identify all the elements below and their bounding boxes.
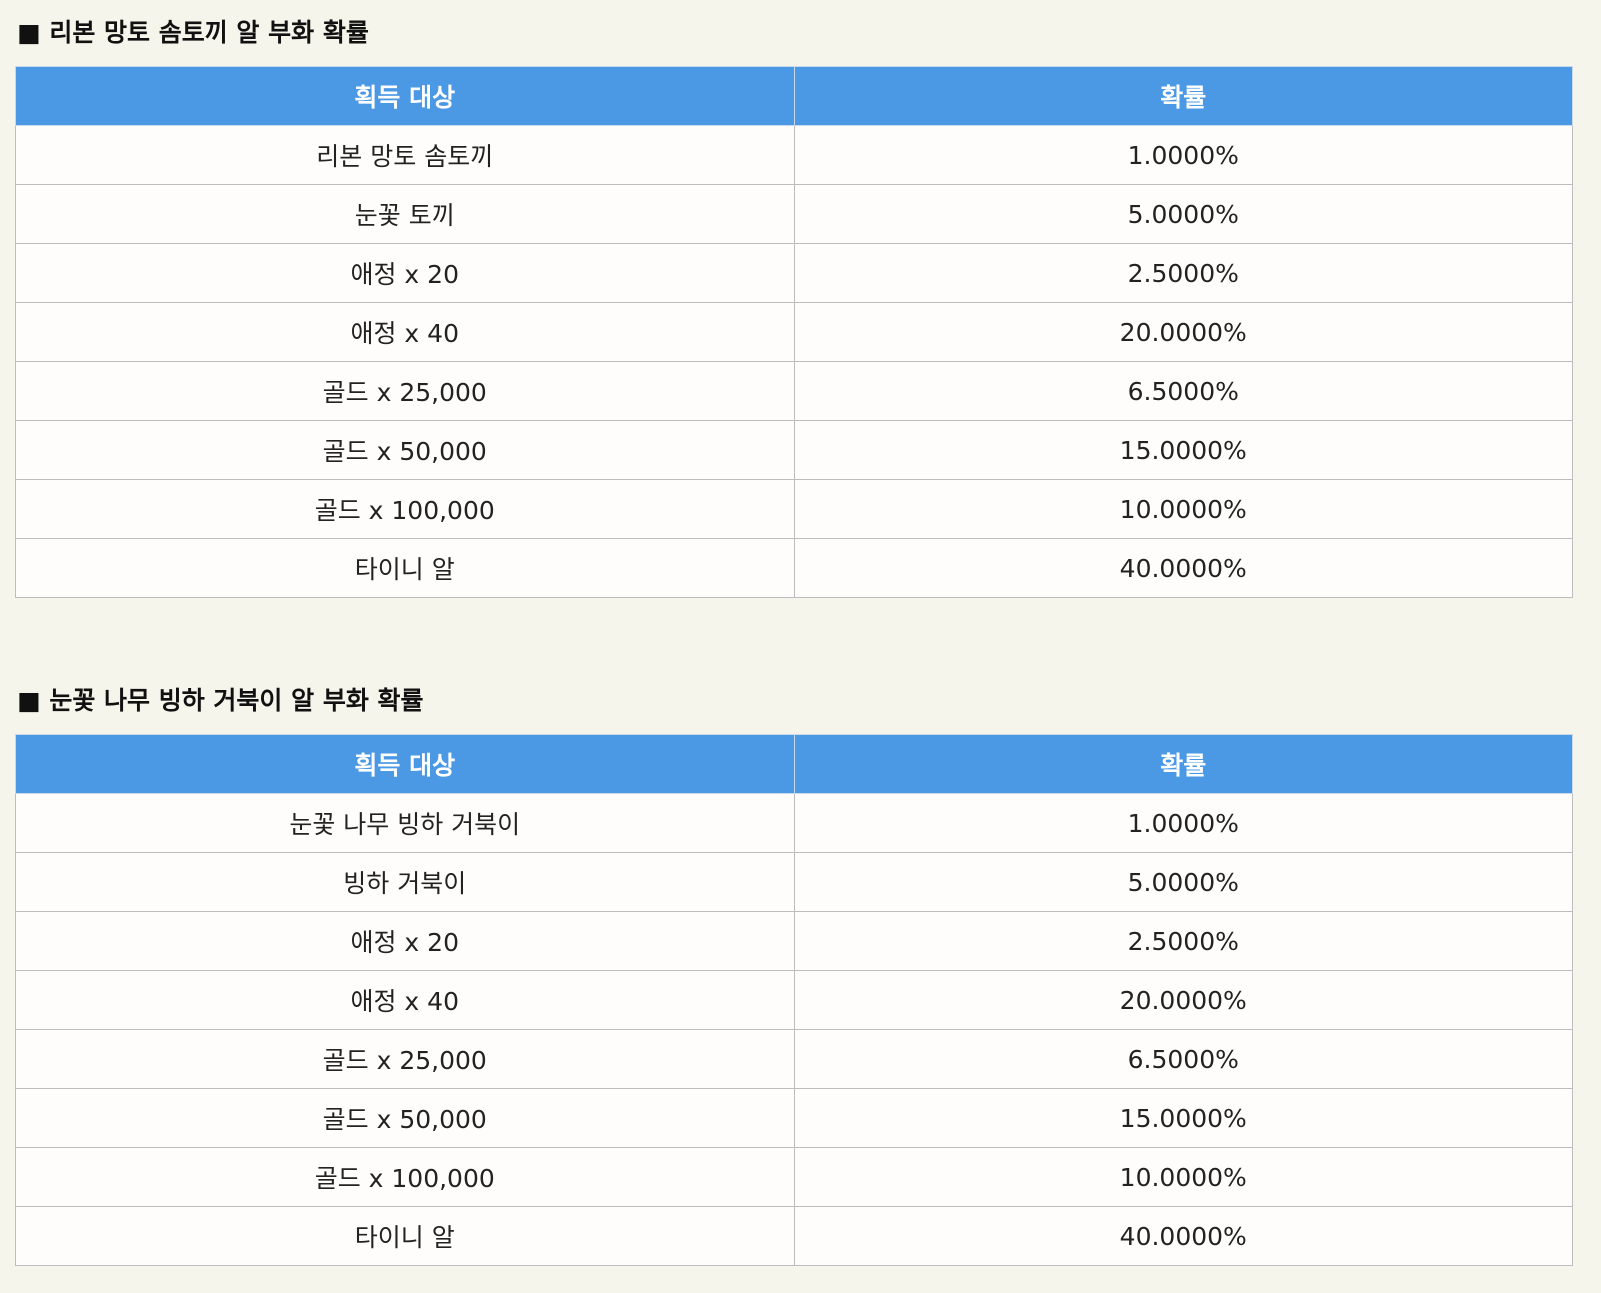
table-cell: 골드 x 100,000 (15, 1147, 795, 1207)
table-cell: 골드 x 25,000 (15, 1029, 795, 1089)
table-row: 리본 망토 솜토끼 1.0000% (15, 125, 1573, 185)
table-cell: 1.0000% (793, 793, 1573, 853)
table-cell: 15.0000% (793, 1088, 1573, 1148)
table-cell: 애정 x 20 (15, 911, 795, 971)
table-cell: 6.5000% (793, 361, 1573, 421)
table-cell: 40.0000% (793, 538, 1573, 598)
probability-table: 획득 대상 확률 눈꽃 나무 빙하 거북이 1.0000% 빙하 거북이 5.0000% 애… (15, 734, 1573, 1266)
table-row: 골드 x 50,000 15.0000% (15, 1088, 1573, 1148)
table-row: 눈꽃 토끼 5.0000% (15, 184, 1573, 244)
section-title: ■ 눈꽃 나무 빙하 거북이 알 부화 확률 (17, 686, 424, 715)
table-row: 애정 x 20 2.5000% (15, 911, 1573, 971)
table-cell: 2.5000% (793, 243, 1573, 303)
table-cell: 리본 망토 솜토끼 (15, 125, 795, 185)
table-row: 타이니 알 40.0000% (15, 538, 1573, 598)
table-cell: 골드 x 50,000 (15, 420, 795, 480)
table-row: 눈꽃 나무 빙하 거북이 1.0000% (15, 793, 1573, 853)
header-row: 획득 대상 확률 (15, 66, 1573, 126)
table-row: 골드 x 100,000 10.0000% (15, 479, 1573, 539)
table-cell: 타이니 알 (15, 1206, 795, 1266)
header-cell: 확률 (793, 66, 1573, 126)
table-row: 빙하 거북이 5.0000% (15, 852, 1573, 912)
table-cell: 15.0000% (793, 420, 1573, 480)
table-cell: 5.0000% (793, 852, 1573, 912)
table-cell: 6.5000% (793, 1029, 1573, 1089)
table-cell: 애정 x 40 (15, 970, 795, 1030)
table-cell: 골드 x 100,000 (15, 479, 795, 539)
table-cell: 눈꽃 나무 빙하 거북이 (15, 793, 795, 853)
table-row: 애정 x 40 20.0000% (15, 302, 1573, 362)
table-cell: 20.0000% (793, 970, 1573, 1030)
table-row: 골드 x 25,000 6.5000% (15, 1029, 1573, 1089)
table-row: 골드 x 50,000 15.0000% (15, 420, 1573, 480)
table-row: 타이니 알 40.0000% (15, 1206, 1573, 1266)
table-cell: 애정 x 40 (15, 302, 795, 362)
table-cell: 40.0000% (793, 1206, 1573, 1266)
table-cell: 10.0000% (793, 479, 1573, 539)
probability-table: 획득 대상 확률 리본 망토 솜토끼 1.0000% 눈꽃 토끼 5.0000% 애정 x … (15, 66, 1573, 598)
header-cell: 획득 대상 (15, 66, 795, 126)
table-cell: 골드 x 25,000 (15, 361, 795, 421)
header-row: 획득 대상 확률 (15, 734, 1573, 794)
header-cell: 획득 대상 (15, 734, 795, 794)
table-cell: 골드 x 50,000 (15, 1088, 795, 1148)
table-cell: 20.0000% (793, 302, 1573, 362)
table-row: 골드 x 100,000 10.0000% (15, 1147, 1573, 1207)
table-cell: 빙하 거북이 (15, 852, 795, 912)
table-row: 골드 x 25,000 6.5000% (15, 361, 1573, 421)
table-cell: 2.5000% (793, 911, 1573, 971)
table-cell: 타이니 알 (15, 538, 795, 598)
table-cell: 5.0000% (793, 184, 1573, 244)
table-cell: 1.0000% (793, 125, 1573, 185)
table-row: 애정 x 40 20.0000% (15, 970, 1573, 1030)
section-title: ■ 리본 망토 솜토끼 알 부화 확률 (17, 18, 369, 47)
table-cell: 눈꽃 토끼 (15, 184, 795, 244)
table-cell: 10.0000% (793, 1147, 1573, 1207)
table-cell: 애정 x 20 (15, 243, 795, 303)
header-cell: 확률 (793, 734, 1573, 794)
table-row: 애정 x 20 2.5000% (15, 243, 1573, 303)
